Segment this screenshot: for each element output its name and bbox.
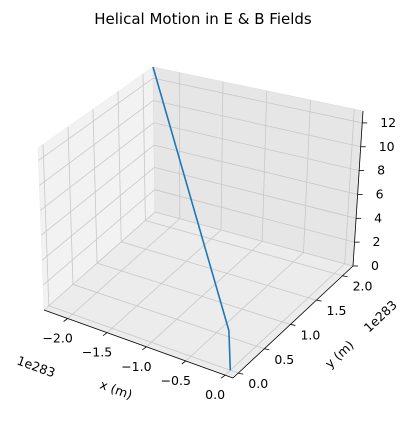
x-tick-label: −1.5	[82, 345, 112, 360]
x-offset-label: 1e283	[15, 353, 57, 381]
z-gridline-left	[42, 189, 155, 286]
z-gridline-left	[41, 167, 155, 261]
y-axis-label: y (m)	[322, 337, 357, 371]
z-gridline-left	[39, 100, 154, 186]
x-gridline	[146, 240, 263, 348]
x-gridline	[67, 218, 181, 319]
y-tick	[290, 324, 296, 326]
x-tick-label: 0.0	[205, 387, 225, 402]
y-offset-label: 1e283	[361, 297, 400, 335]
y-tick	[316, 299, 322, 302]
x-gridline-wall	[344, 109, 355, 264]
z-tick-label: 2	[373, 234, 381, 249]
y-gridline-wall	[117, 91, 122, 242]
z-gridline-right	[153, 122, 360, 172]
z-gridline-left	[43, 211, 156, 311]
y-axis-line	[232, 265, 354, 379]
z-gridline-right	[153, 144, 358, 195]
x-gridline-wall	[303, 99, 311, 253]
y-gridline-wall	[67, 126, 74, 285]
series-layer	[152, 66, 232, 371]
y-gridline	[96, 262, 291, 325]
z-tick-label: 12	[380, 115, 396, 130]
y-tick-label: 0.0	[248, 376, 268, 391]
chart-title: Helical Motion in E & B Fields	[94, 10, 312, 28]
x-tick-label: −1.0	[121, 359, 151, 374]
z-tick-label: 4	[374, 210, 382, 225]
x-gridline-wall	[261, 90, 268, 242]
series-line	[152, 66, 232, 371]
tick-marks	[63, 122, 368, 379]
y-tick-label: 1.0	[300, 327, 320, 342]
x-axis-label: x (m)	[98, 377, 134, 402]
gridlines	[38, 72, 363, 376]
y-gridline	[48, 305, 239, 374]
z-tick-label: 8	[377, 163, 385, 178]
x-gridline	[185, 252, 304, 362]
x-tick-label: −0.5	[161, 373, 191, 388]
z-gridline-right	[154, 166, 357, 219]
z-gridline-left	[38, 77, 154, 161]
x-gridline	[106, 229, 222, 333]
z-gridline-right	[154, 211, 354, 267]
z-tick-label: 10	[379, 139, 395, 154]
x-axis-line	[43, 309, 234, 379]
y-gridline-wall	[92, 109, 98, 264]
z-gridline-right	[153, 100, 361, 148]
y-gridline	[121, 241, 317, 301]
y-gridline-wall	[142, 74, 146, 221]
z-gridline-right	[154, 189, 355, 243]
z-gridline-left	[40, 122, 155, 211]
x-tick	[181, 360, 186, 365]
x-tick	[63, 318, 68, 322]
x-tick	[102, 332, 108, 336]
y-tick	[264, 348, 270, 351]
x-tick-label: −2.0	[42, 331, 72, 346]
tick-labels: −2.0 −1.5 −1.0 −0.5 0.0 0.0 0.5 1.0 1.5 2.0 0 2 4 6 8 1…	[42, 115, 396, 402]
y-gridline	[72, 284, 265, 350]
z-axis-line	[352, 110, 364, 267]
y-tick-label: 2.0	[353, 279, 373, 294]
z-tick-label: 0	[371, 258, 379, 273]
z-gridline-right	[153, 77, 363, 124]
y-tick-label: 1.5	[327, 303, 347, 318]
x-tick	[220, 374, 226, 379]
x-gridline-wall	[220, 81, 224, 231]
x-tick	[142, 346, 147, 351]
z-tick-label: 6	[376, 186, 384, 201]
y-gridline-wall	[42, 144, 50, 306]
y-tick-label: 0.5	[274, 352, 294, 367]
y-gridline	[145, 220, 343, 277]
z-gridline-left	[40, 144, 155, 236]
y-tick	[342, 275, 348, 278]
x-gridline	[224, 263, 346, 376]
x-gridline-wall	[178, 72, 181, 219]
y-tick	[238, 372, 244, 375]
